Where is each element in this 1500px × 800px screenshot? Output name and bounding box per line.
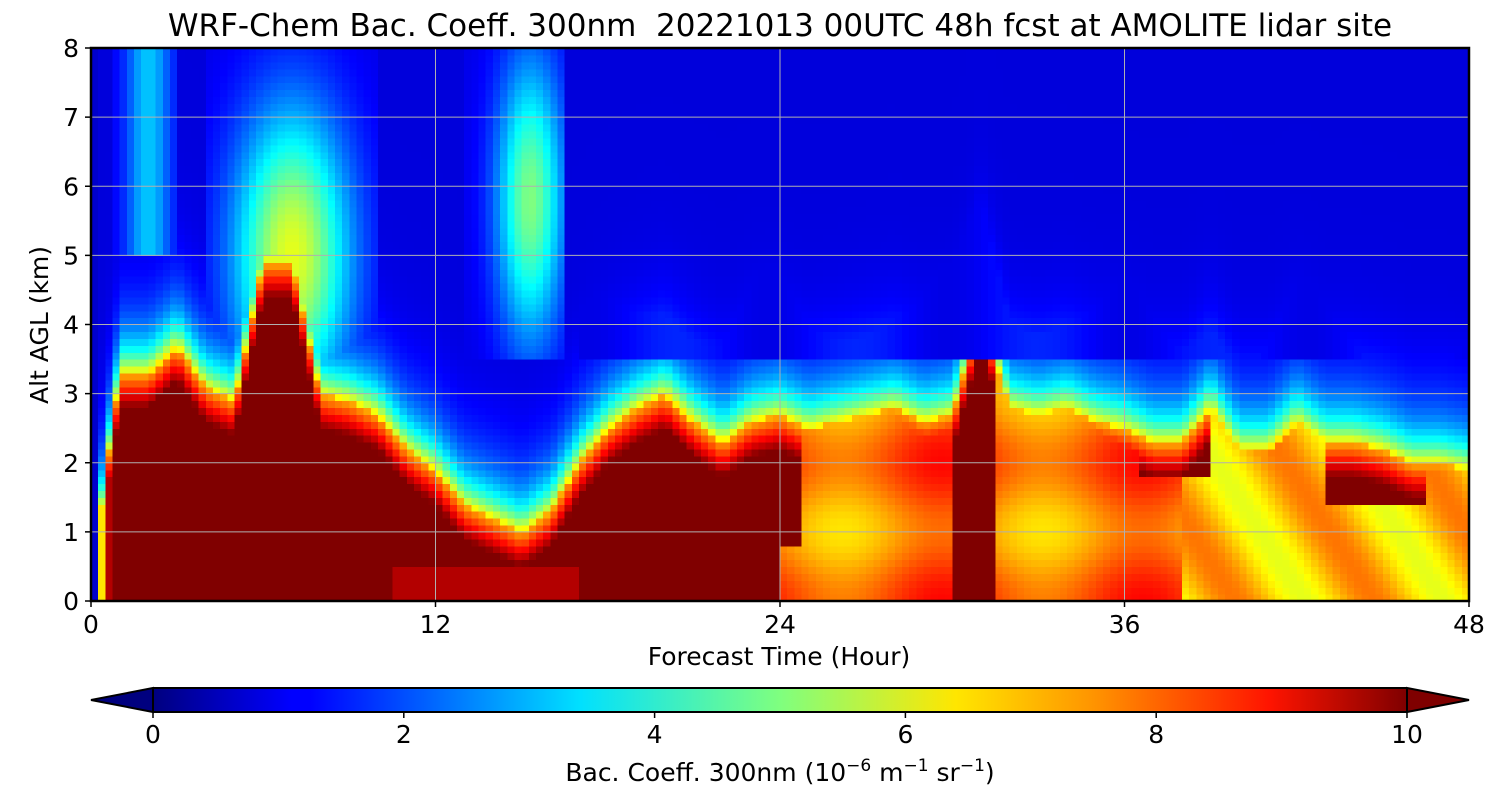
x-tick-label: 12: [420, 610, 452, 639]
y-axis-label: Alt AGL (km): [25, 246, 54, 404]
x-axis-label: Forecast Time (Hour): [648, 642, 911, 671]
y-tick-label: 7: [63, 103, 79, 132]
grid-lines: [91, 48, 1469, 601]
y-tick-label: 5: [63, 241, 79, 270]
y-tick-label: 3: [63, 380, 79, 409]
colorbar-ticks: 0 2 4 6 8 10: [145, 712, 1423, 749]
y-tick-label: 0: [63, 587, 79, 616]
colorbar-tick-label: 6: [897, 720, 913, 749]
x-axis: 0 12 24 36 48: [83, 601, 1485, 639]
y-axis: 0 1 2 3 4 5 6 7 8: [63, 34, 91, 616]
y-tick-label: 8: [63, 34, 79, 63]
y-tick-label: 6: [63, 172, 79, 201]
contour-field: [91, 48, 1469, 601]
x-tick-label: 48: [1453, 610, 1485, 639]
y-tick-label: 4: [63, 311, 79, 340]
colorbar-extend-max: [1406, 686, 1470, 714]
colorbar-tick-label: 4: [647, 720, 663, 749]
colorbar: 0 2 4 6 8 10 Bac. Coeff. 300nm (10−6 m−1 sr−1…: [90, 686, 1470, 787]
colorbar-label: Bac. Coeff. 300nm (10−6 m−1 sr−1): [565, 756, 994, 787]
x-tick-label: 24: [764, 610, 796, 639]
y-tick-label: 2: [63, 449, 79, 478]
colorbar-tick-label: 0: [145, 720, 161, 749]
colorbar-tick-label: 8: [1148, 720, 1164, 749]
chart-title: WRF-Chem Bac. Coeff. 300nm 20221013 00UT…: [167, 8, 1393, 44]
colorbar-tick-label: 2: [396, 720, 412, 749]
colorbar-tick-label: 10: [1391, 720, 1423, 749]
y-tick-label: 1: [63, 518, 79, 547]
colorbar-extend-min: [90, 686, 154, 714]
x-tick-label: 0: [83, 610, 99, 639]
colorbar-gradient: [153, 688, 1407, 712]
x-tick-label: 36: [1109, 610, 1141, 639]
